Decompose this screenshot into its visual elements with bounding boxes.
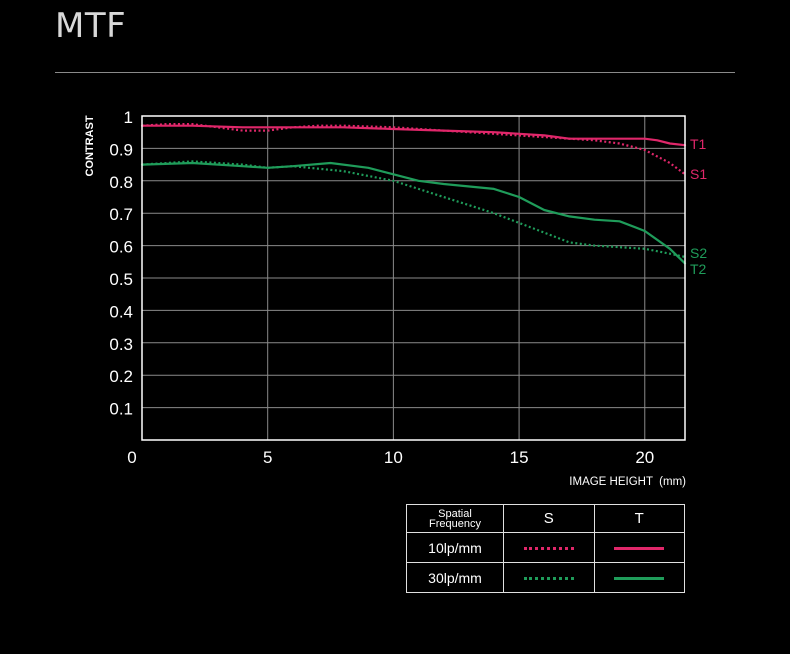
x-tick-label: 20 xyxy=(635,448,654,467)
legend-header-spatial-frequency: Spatial Frequency xyxy=(406,504,504,533)
series-label-s1: S1 xyxy=(690,166,707,182)
legend-swatch-t-10 xyxy=(593,532,685,563)
legend-swatch-s-10 xyxy=(503,532,595,563)
y-tick-labels: 0.1 0.2 0.3 0.4 0.5 0.6 0.7 0.8 0.9 1 xyxy=(109,108,133,419)
x-axis-label: IMAGE HEIGHT (mm) xyxy=(569,476,686,488)
series-line-t2 xyxy=(140,161,687,265)
series-line-t1 xyxy=(140,124,687,147)
y-tick-label: 1 xyxy=(124,108,133,127)
x-tick-labels: 0 5 10 15 20 xyxy=(127,448,654,467)
y-tick-label: 0.8 xyxy=(109,173,133,192)
solid-line-swatch xyxy=(614,547,665,551)
y-tick-label: 0.3 xyxy=(109,335,133,354)
title-divider xyxy=(55,72,735,73)
legend-swatch-t-30 xyxy=(593,562,685,593)
legend-swatch-s-30 xyxy=(503,562,595,593)
series-label-t1: T1 xyxy=(690,136,707,152)
grid-lines xyxy=(142,116,685,440)
legend-header-line2: Frequency xyxy=(429,517,481,530)
dotted-line-swatch xyxy=(523,577,574,581)
series-label-s2: S2 xyxy=(690,245,707,261)
legend-row-label: 30lp/mm xyxy=(406,562,504,593)
x-tick-label: 15 xyxy=(510,448,529,467)
page-title: MTF xyxy=(55,6,127,46)
series-label-t2: T2 xyxy=(690,261,707,277)
dotted-line-swatch xyxy=(523,547,574,551)
solid-line-swatch xyxy=(614,577,665,581)
x-tick-label: 5 xyxy=(263,448,272,467)
y-tick-label: 0.7 xyxy=(109,205,133,224)
legend-header-line1: Spatial xyxy=(438,507,472,520)
legend-header-t: T xyxy=(593,504,685,533)
plot-border xyxy=(141,115,686,441)
series-line-s1 xyxy=(141,122,686,176)
x-tick-label: 10 xyxy=(384,448,403,467)
y-tick-label: 0.5 xyxy=(109,270,133,289)
y-tick-label: 0.4 xyxy=(109,302,133,321)
y-axis-label: CONTRAST xyxy=(84,115,96,176)
x-tick-label: 0 xyxy=(127,448,136,467)
series-lines xyxy=(140,122,687,265)
legend-row-label: 10lp/mm xyxy=(406,532,504,563)
plot-frame xyxy=(141,115,686,441)
y-tick-label: 0.6 xyxy=(109,238,133,257)
series-line-s2 xyxy=(141,160,686,258)
y-tick-label: 0.9 xyxy=(109,140,133,159)
y-tick-label: 0.1 xyxy=(109,400,133,419)
legend-header-s: S xyxy=(503,504,595,533)
y-tick-label: 0.2 xyxy=(109,367,133,386)
legend-table: Spatial Frequency S T 10lp/mm 30lp/mm xyxy=(406,504,685,593)
